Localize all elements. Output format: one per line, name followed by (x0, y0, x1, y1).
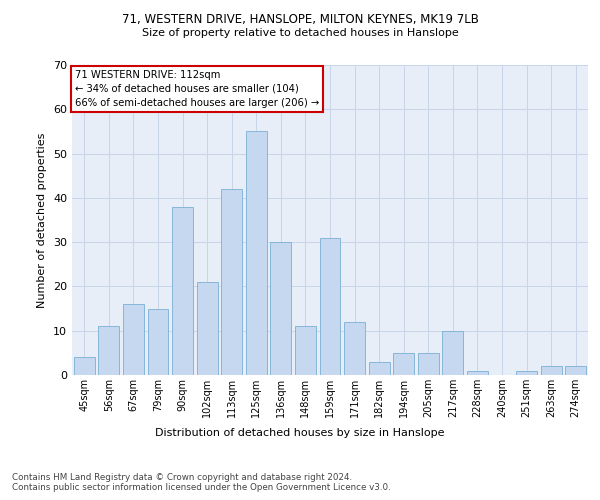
Bar (295, 326, 316, 375)
Bar (246, 132, 267, 375)
Bar (148, 308, 169, 375)
Bar (98, 326, 119, 375)
Y-axis label: Number of detached properties: Number of detached properties (37, 132, 47, 308)
Bar (74, 358, 95, 375)
Text: 71, WESTERN DRIVE, HANSLOPE, MILTON KEYNES, MK19 7LB: 71, WESTERN DRIVE, HANSLOPE, MILTON KEYN… (122, 12, 478, 26)
Bar (565, 366, 586, 375)
Bar (442, 330, 463, 375)
Text: Contains HM Land Registry data © Crown copyright and database right 2024.: Contains HM Land Registry data © Crown c… (12, 472, 352, 482)
Bar (320, 238, 340, 375)
Text: Distribution of detached houses by size in Hanslope: Distribution of detached houses by size … (155, 428, 445, 438)
Bar (271, 242, 292, 375)
Bar (418, 353, 439, 375)
Bar (221, 189, 242, 375)
Bar (172, 206, 193, 375)
Bar (467, 370, 488, 375)
Bar (393, 353, 414, 375)
Bar (123, 304, 144, 375)
Text: 71 WESTERN DRIVE: 112sqm
← 34% of detached houses are smaller (104)
66% of semi-: 71 WESTERN DRIVE: 112sqm ← 34% of detach… (74, 70, 319, 108)
Bar (344, 322, 365, 375)
Bar (197, 282, 218, 375)
Bar (516, 370, 537, 375)
Bar (368, 362, 389, 375)
Text: Size of property relative to detached houses in Hanslope: Size of property relative to detached ho… (142, 28, 458, 38)
Text: Contains public sector information licensed under the Open Government Licence v3: Contains public sector information licen… (12, 484, 391, 492)
Bar (541, 366, 562, 375)
